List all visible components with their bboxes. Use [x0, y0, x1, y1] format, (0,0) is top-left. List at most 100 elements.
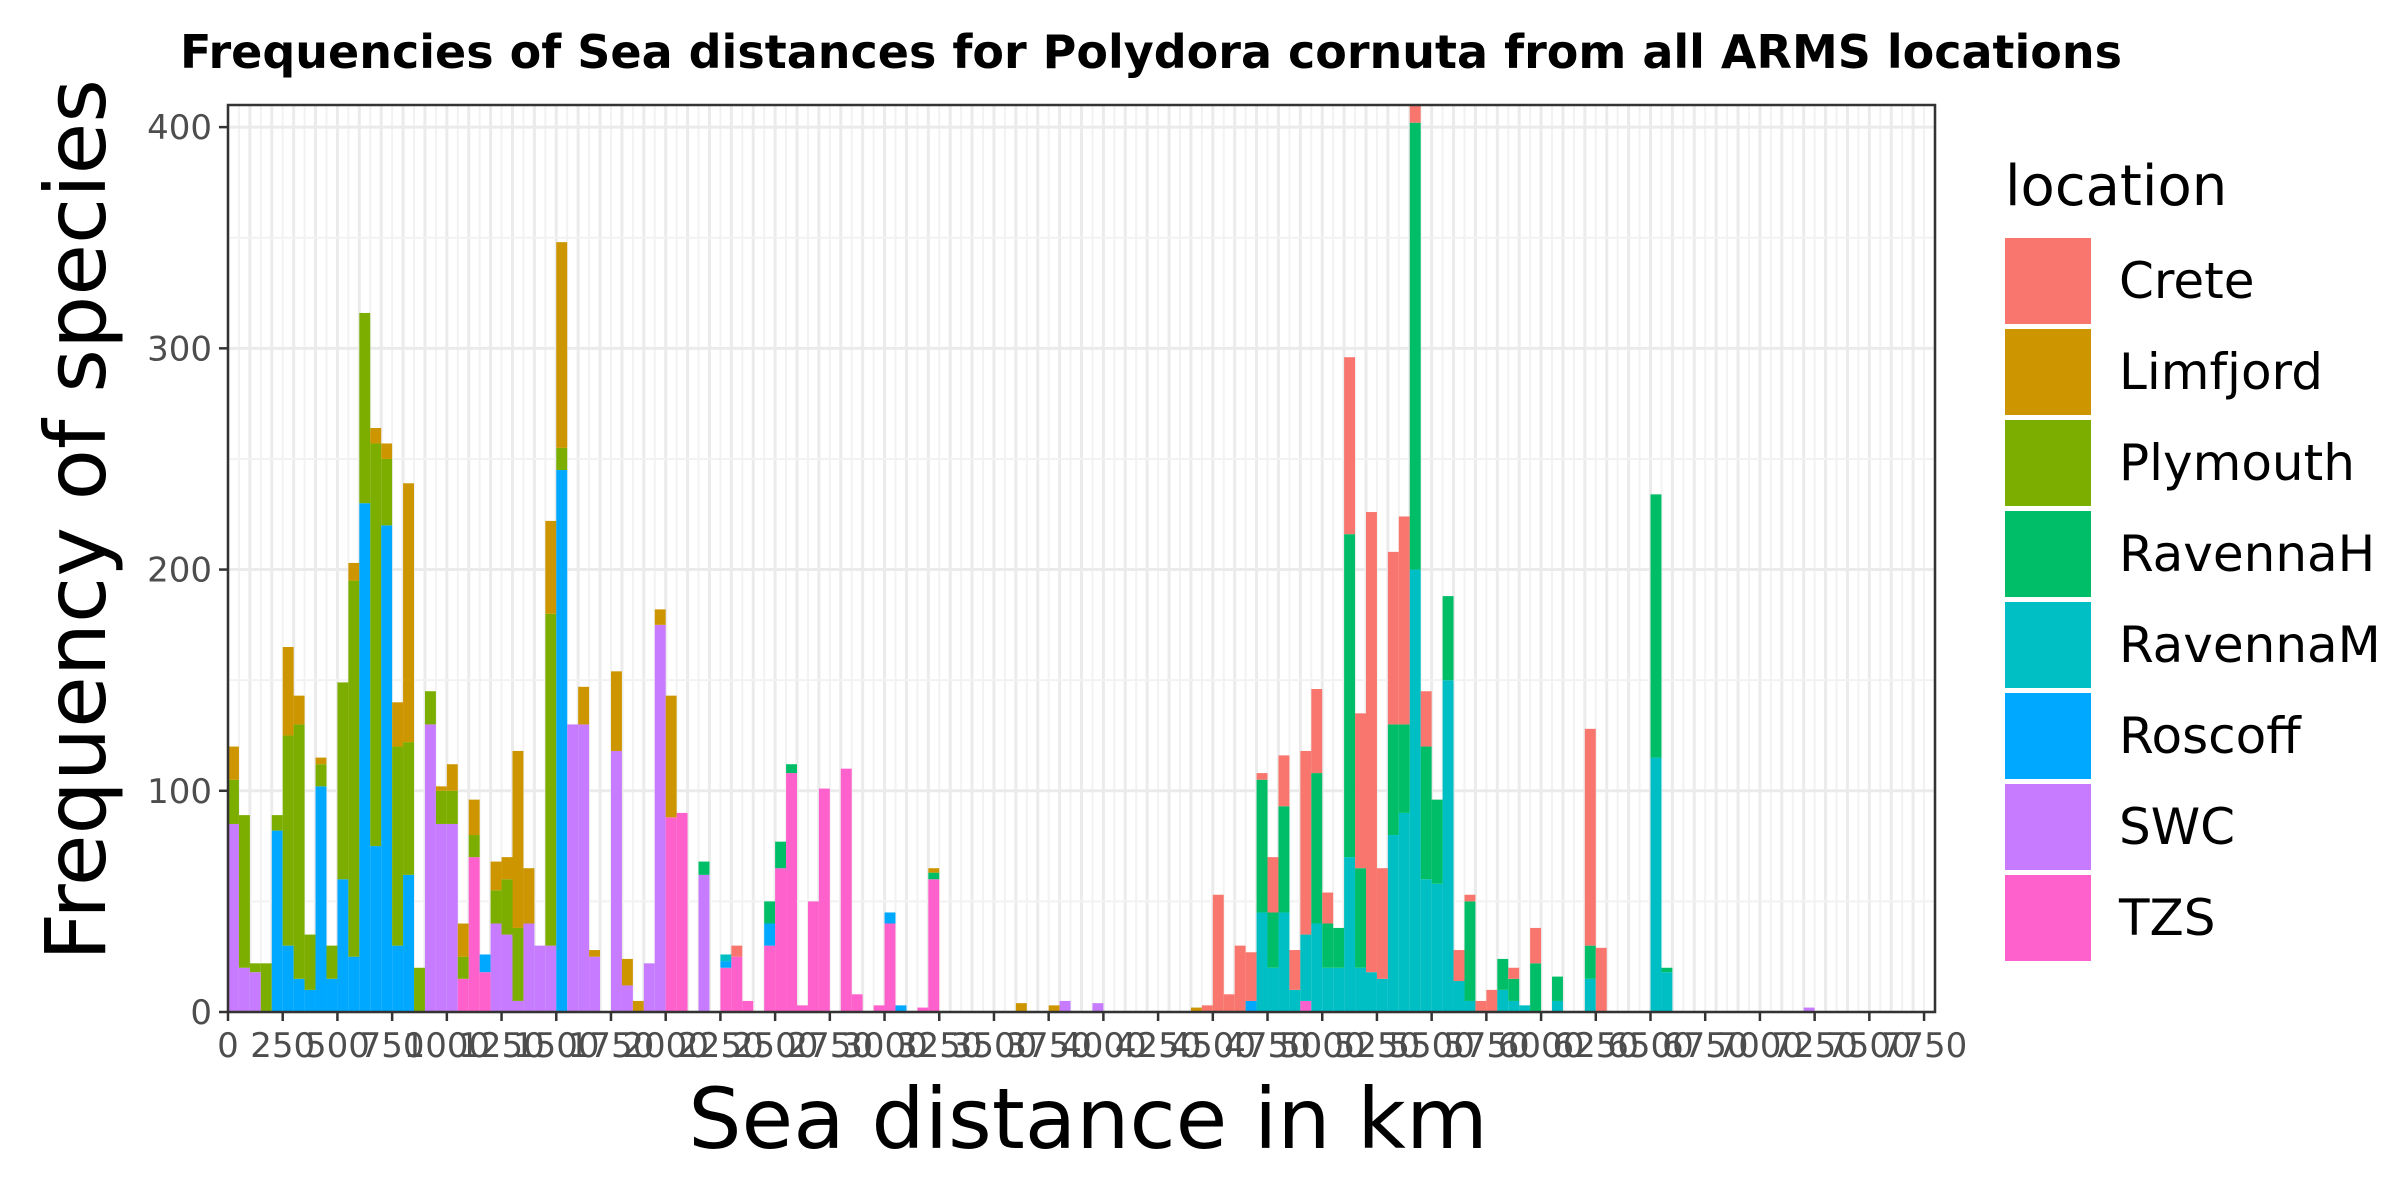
bar-segment-ravennah [1398, 724, 1410, 813]
bar-segment-swc [545, 945, 557, 1012]
legend-key-ravennah [2005, 511, 2091, 597]
bar-segment-crete [1289, 950, 1301, 990]
bar-segment-ravennah [1464, 901, 1476, 1001]
bar-segment-limfjord [315, 757, 327, 765]
y-axis-title: Frequency of species [27, 79, 125, 961]
bar-segment-limfjord [578, 686, 590, 725]
bar-segment-roscoff [282, 945, 294, 1012]
bar-segment-roscoff [764, 923, 776, 946]
bar-segment-limfjord [621, 958, 633, 986]
bar-segment-crete [1267, 857, 1279, 913]
bar-segment-plymouth [326, 945, 338, 979]
bar-segment-plymouth [424, 691, 436, 725]
bar-segment-limfjord [610, 671, 622, 751]
bar-segment-limfjord [228, 746, 239, 780]
legend-key-plymouth [2005, 420, 2091, 506]
bar-segment-plymouth [348, 580, 360, 957]
bar-segment-limfjord [654, 609, 666, 625]
bar-segment-crete [1300, 750, 1312, 935]
bar-segment-limfjord [370, 427, 382, 444]
bar-segment-crete [1376, 868, 1388, 979]
bar-segment-ravennah [786, 764, 797, 774]
bar-segment-plymouth [337, 682, 349, 880]
bar-segment-roscoff [304, 989, 316, 1012]
x-tick-label: 7250 [1771, 1026, 1858, 1066]
y-tick-label: 300 [147, 329, 212, 369]
legend-label-ravennah: RavennaH [2119, 525, 2375, 583]
bar-segment-tzs [928, 879, 940, 1012]
bar-segment-roscoff [479, 954, 491, 973]
x-tick-label: 1000 [404, 1026, 491, 1066]
bar-segment-tzs [720, 967, 732, 1012]
x-tick-label: 6000 [1498, 1026, 1585, 1066]
bar-segment-plymouth [512, 927, 524, 1001]
bar-segment-ravennam [1519, 1005, 1531, 1012]
bar-segment-tzs [873, 1005, 885, 1012]
x-tick-label: 250 [250, 1026, 315, 1066]
bar-segment-plymouth [228, 779, 239, 824]
legend-label-limfjord: Limfjord [2119, 343, 2323, 401]
bar-segment-limfjord [556, 242, 568, 448]
bar-segment-swc [534, 945, 546, 1012]
bar-segment-swc [1059, 1000, 1071, 1012]
bar-segment-roscoff [884, 912, 896, 924]
legend-key-roscoff [2005, 693, 2091, 779]
bar-segment-ravennam [1355, 967, 1366, 1012]
bar-segment-tzs [884, 923, 896, 1012]
bar-segment-crete [731, 945, 743, 957]
bar-segment-crete [1311, 689, 1323, 774]
bar-segment-plymouth [545, 613, 557, 946]
x-tick-label: 6500 [1607, 1026, 1694, 1066]
bar-segment-limfjord [632, 1000, 644, 1012]
bar-segment-plymouth [501, 879, 513, 935]
panel-border [226, 103, 1937, 1014]
bar-segment-tzs [479, 972, 491, 1012]
bar-segment-plymouth [435, 790, 447, 824]
x-tick-label: 4250 [1115, 1026, 1202, 1066]
x-tick-label: 3250 [896, 1026, 983, 1066]
bar-segment-swc [1092, 1003, 1104, 1012]
bar-segment-roscoff [556, 470, 568, 1012]
bar-segment-crete [1398, 516, 1410, 725]
bar-segment-roscoff [895, 1005, 907, 1012]
bar-segment-tzs [807, 901, 819, 1012]
bar-segment-tzs [764, 945, 776, 1012]
bar-segment-roscoff [359, 503, 371, 1012]
bar-segment-ravennam [1442, 680, 1454, 1012]
bar-segment-crete [1453, 950, 1465, 982]
bar-segment-ravennam [1420, 879, 1432, 1012]
bar-segment-limfjord [468, 799, 480, 836]
bar-segment-ravennah [1333, 927, 1345, 968]
bar-segment-crete [1355, 713, 1366, 869]
bar-segment-plymouth [414, 967, 425, 1012]
chart-title: Frequencies of Sea distances for Polydor… [180, 25, 2122, 79]
bar-segment-ravennah [698, 861, 710, 875]
bar-segment-tzs [797, 1005, 808, 1012]
bar-segment-ravennah [1650, 494, 1662, 758]
bar-segment-crete [1201, 1005, 1213, 1012]
bar-segment-ravennah [1344, 534, 1356, 858]
bar-segment-ravennah [1530, 963, 1542, 1012]
x-tick-label: 4000 [1060, 1026, 1147, 1066]
bar-segment-swc [228, 823, 239, 1012]
bar-segment-tzs [917, 1007, 929, 1012]
bar-segment-ravennah [1387, 724, 1399, 836]
bar-segment-limfjord [928, 868, 940, 873]
bar-segment-swc [501, 934, 513, 1012]
bar-segment-ravennam [1661, 972, 1673, 1012]
legend-label-crete: Crete [2119, 252, 2255, 310]
bar-segment-crete [1409, 105, 1421, 123]
legend-key-swc [2005, 784, 2091, 870]
bar-segment-crete [1223, 994, 1235, 1012]
bar-segment-ravennah [1278, 806, 1290, 913]
bar-segment-limfjord [1048, 1005, 1060, 1012]
x-tick-label: 5750 [1443, 1026, 1530, 1066]
bar-segment-crete [1387, 551, 1399, 725]
bar-segment-ravennam [1584, 978, 1596, 1012]
legend-key-ravennam [2005, 602, 2091, 688]
bar-segment-swc [490, 923, 502, 1012]
bar-segment-limfjord [282, 646, 294, 736]
legend-label-plymouth: Plymouth [2119, 434, 2355, 492]
bar-segment-swc [446, 823, 458, 1012]
